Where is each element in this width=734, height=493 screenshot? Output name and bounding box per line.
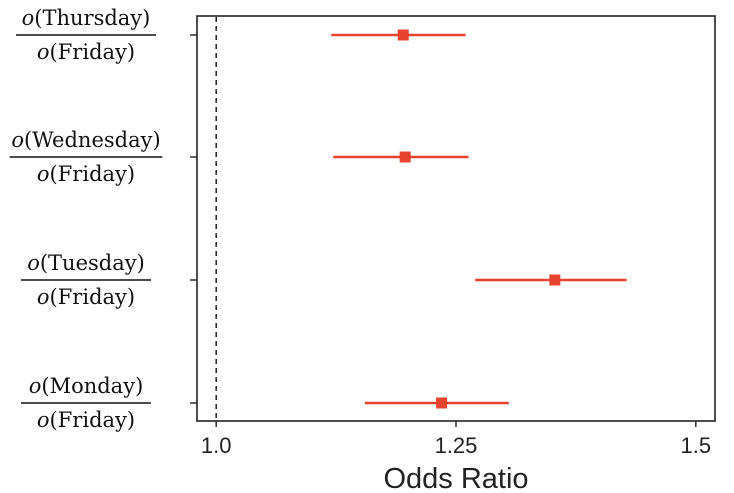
x-tick-label: 1.25 xyxy=(435,433,478,458)
x-tick-label: 1.0 xyxy=(201,433,232,458)
row-denominator-label: o(Friday) xyxy=(37,408,135,432)
row-numerator-label: o(Thursday) xyxy=(22,6,151,30)
row-labels: o(Thursday) o(Friday) o(Wednesday) o(Friday… xyxy=(9,6,163,432)
plot-frame xyxy=(196,15,716,422)
estimate-marker xyxy=(399,151,411,163)
estimate-marker xyxy=(397,29,409,41)
x-axis-label: Odds Ratio xyxy=(383,463,528,493)
row-denominator-label: o(Friday) xyxy=(37,40,135,64)
row-denominator-label: o(Friday) xyxy=(37,162,135,186)
row-numerator-label: o(Wednesday) xyxy=(11,128,160,152)
estimate-marker xyxy=(436,397,448,409)
data-marks xyxy=(190,29,627,409)
row-numerator-label: o(Tuesday) xyxy=(27,251,145,275)
estimate-marker xyxy=(549,274,561,286)
row-denominator-label: o(Friday) xyxy=(37,285,135,309)
x-axis-ticks: 1.0 1.25 1.5 xyxy=(201,421,711,458)
x-tick-label: 1.5 xyxy=(681,433,712,458)
row-numerator-label: o(Monday) xyxy=(29,374,144,398)
